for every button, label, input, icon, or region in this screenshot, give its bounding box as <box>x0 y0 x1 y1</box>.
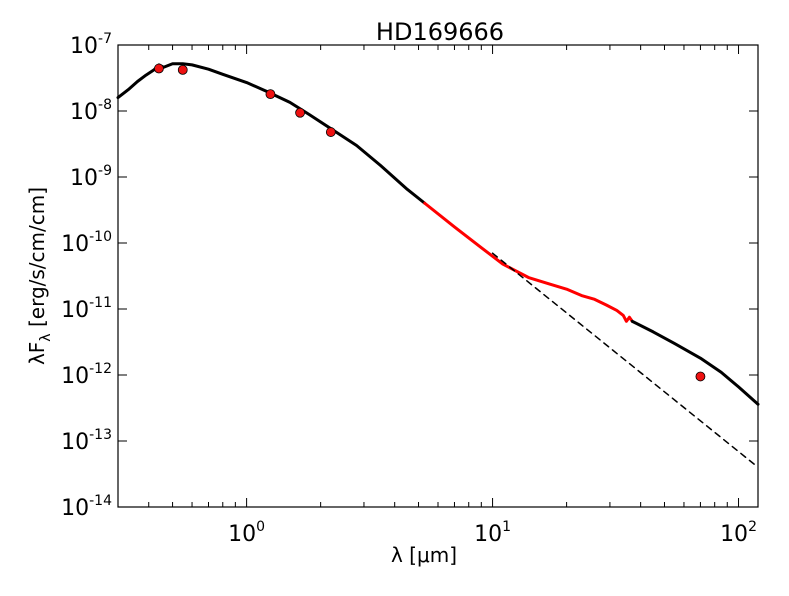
x-tick-label: 100 <box>228 519 265 547</box>
photometry-point <box>325 127 336 137</box>
photometry-point <box>177 64 188 75</box>
x-tick-label: 102 <box>720 519 757 547</box>
photometry-point <box>265 89 276 100</box>
y-tick-label-exponent: -9 <box>98 163 112 179</box>
series-line-4 <box>491 252 759 469</box>
y-tick-label-exponent: -11 <box>89 295 112 311</box>
y-tick-label-base: 10 <box>61 364 89 389</box>
series-line-3 <box>630 319 760 406</box>
y-tick-label-exponent: -14 <box>89 493 112 509</box>
y-tick-label: 10-9 <box>70 163 112 191</box>
axis-ticks <box>117 44 758 508</box>
y-axis-title: λFλ [erg/s/cm/cm] <box>25 187 54 365</box>
photometry-point <box>695 371 706 382</box>
y-axis-title-sub: λ <box>38 333 54 341</box>
y-tick-label-exponent: -12 <box>89 361 112 377</box>
y-tick-label: 10-11 <box>61 295 112 323</box>
y-tick-label-base: 10 <box>61 298 89 323</box>
y-tick-label: 10-14 <box>61 493 112 521</box>
plot-marks <box>116 62 760 469</box>
x-tick-label: 101 <box>474 519 511 547</box>
x-tick-label-exponent: 0 <box>256 519 265 535</box>
photometry-point <box>154 63 164 74</box>
y-tick-label-exponent: -10 <box>89 229 112 245</box>
x-tick-label-exponent: 1 <box>502 519 511 535</box>
y-tick-label: 10-8 <box>70 97 112 125</box>
y-tick-label-base: 10 <box>70 34 98 59</box>
y-axis-title-main: λF <box>25 342 49 365</box>
axis-tick-labels: 100 101 10210-710-810-910-1010-1110-1210-1… <box>61 31 757 547</box>
x-tick-label-base: 10 <box>474 522 502 547</box>
y-tick-label-base: 10 <box>70 166 98 191</box>
x-tick-label-exponent: 2 <box>748 519 757 535</box>
y-tick-label-base: 10 <box>70 100 98 125</box>
series-line-2 <box>423 201 634 323</box>
chart-title: HD169666 <box>376 18 504 46</box>
y-axis-title-rest: [erg/s/cm/cm] <box>25 187 49 333</box>
x-tick-label-base: 10 <box>720 522 748 547</box>
y-tick-label: 10-10 <box>61 229 112 257</box>
y-tick-label-exponent: -13 <box>89 427 112 443</box>
x-axis-title: λ [μm] <box>391 543 457 567</box>
y-tick-label: 10-12 <box>61 361 112 389</box>
y-tick-label-base: 10 <box>61 232 89 257</box>
x-tick-label-base: 10 <box>228 522 256 547</box>
y-tick-label-base: 10 <box>61 496 89 521</box>
photometry-point <box>295 107 306 118</box>
series-line-1 <box>116 62 427 205</box>
y-tick-label: 10-13 <box>61 427 112 455</box>
y-tick-label-exponent: -8 <box>98 97 112 113</box>
y-tick-label-base: 10 <box>61 430 89 455</box>
y-tick-label-exponent: -7 <box>98 31 112 47</box>
y-tick-label: 10-7 <box>70 31 112 59</box>
